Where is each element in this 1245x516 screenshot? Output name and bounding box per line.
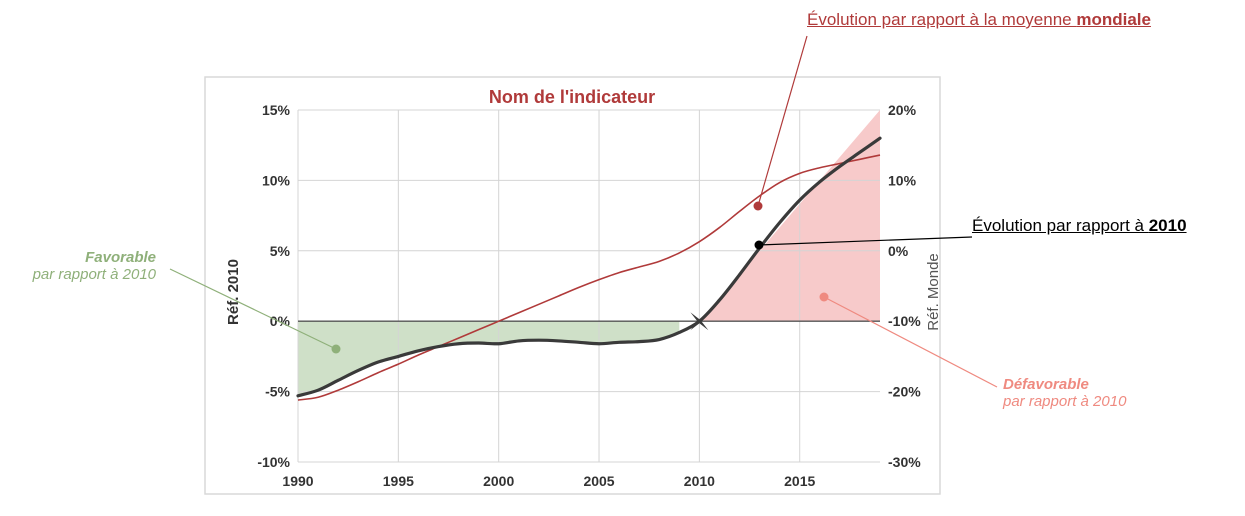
annotation-favorable-line1: Favorable: [85, 249, 156, 266]
reference-point-marker: [690, 312, 709, 331]
tick-label-x: 2010: [684, 473, 715, 489]
series-world-line: [297, 154, 881, 401]
annotation-favorable: Favorable par rapport à 2010: [10, 249, 156, 283]
marker-defavorable: [819, 292, 829, 302]
tick-label-x: 1995: [383, 473, 414, 489]
annotation-world-bold: mondiale: [1076, 10, 1151, 29]
tick-labels: 15% 10% 5% 0% -5% -10% 20% 10% 0% -10% -20% -30% 199…: [257, 102, 921, 489]
y-axis-right-label: Réf. Monde: [925, 253, 942, 331]
series-lines: [296, 136, 882, 401]
tick-label-left: 5%: [270, 243, 291, 259]
tick-label-left: -5%: [265, 384, 290, 400]
tick-label-left: 10%: [262, 172, 291, 188]
marker-ref2010: [754, 240, 764, 250]
tick-label-x: 2000: [483, 473, 514, 489]
tick-label-right: 0%: [888, 243, 909, 259]
marker-favorable: [331, 344, 341, 354]
annotation-world: Évolution par rapport à la moyenne mondi…: [807, 10, 1151, 30]
tick-label-x: 2005: [583, 473, 614, 489]
tick-label-right: -20%: [888, 384, 921, 400]
annotation-world-prefix: Évolution par rapport à la moyenne: [807, 10, 1077, 29]
annotation-favorable-line2: par rapport à 2010: [32, 266, 156, 283]
tick-label-x: 1990: [282, 473, 313, 489]
tick-label-right: 10%: [888, 172, 917, 188]
gridlines: [297, 109, 880, 463]
chart-title: Nom de l'indicateur: [489, 87, 655, 107]
annotation-defavorable-line1: Défavorable: [1003, 376, 1089, 393]
tick-label-right: -30%: [888, 454, 921, 470]
tick-label-left: 0%: [270, 313, 291, 329]
annotation-ref2010-bold: 2010: [1148, 216, 1187, 235]
favorable-area: [298, 321, 680, 396]
leader-world: [757, 35, 808, 207]
annotation-defavorable-line2: par rapport à 2010: [1003, 393, 1127, 410]
annotation-ref2010: Évolution par rapport à 2010: [972, 216, 1187, 236]
tick-label-x: 2015: [784, 473, 815, 489]
leader-favorable: [169, 268, 337, 350]
series-ref2010-line: [296, 136, 882, 398]
tick-label-left: 15%: [262, 102, 291, 118]
callout-leaders: [169, 35, 998, 388]
annotation-ref2010-prefix: Évolution par rapport à: [972, 216, 1149, 235]
annotation-defavorable: Défavorable par rapport à 2010: [1003, 376, 1126, 410]
leader-ref2010: [758, 236, 973, 246]
tick-label-left: -10%: [257, 454, 290, 470]
tick-label-right: 20%: [888, 102, 917, 118]
y-axis-left-label: Réf. 2010: [225, 259, 242, 325]
tick-label-right: -10%: [888, 313, 921, 329]
marker-world: [753, 201, 763, 211]
leader-defavorable: [823, 296, 998, 388]
